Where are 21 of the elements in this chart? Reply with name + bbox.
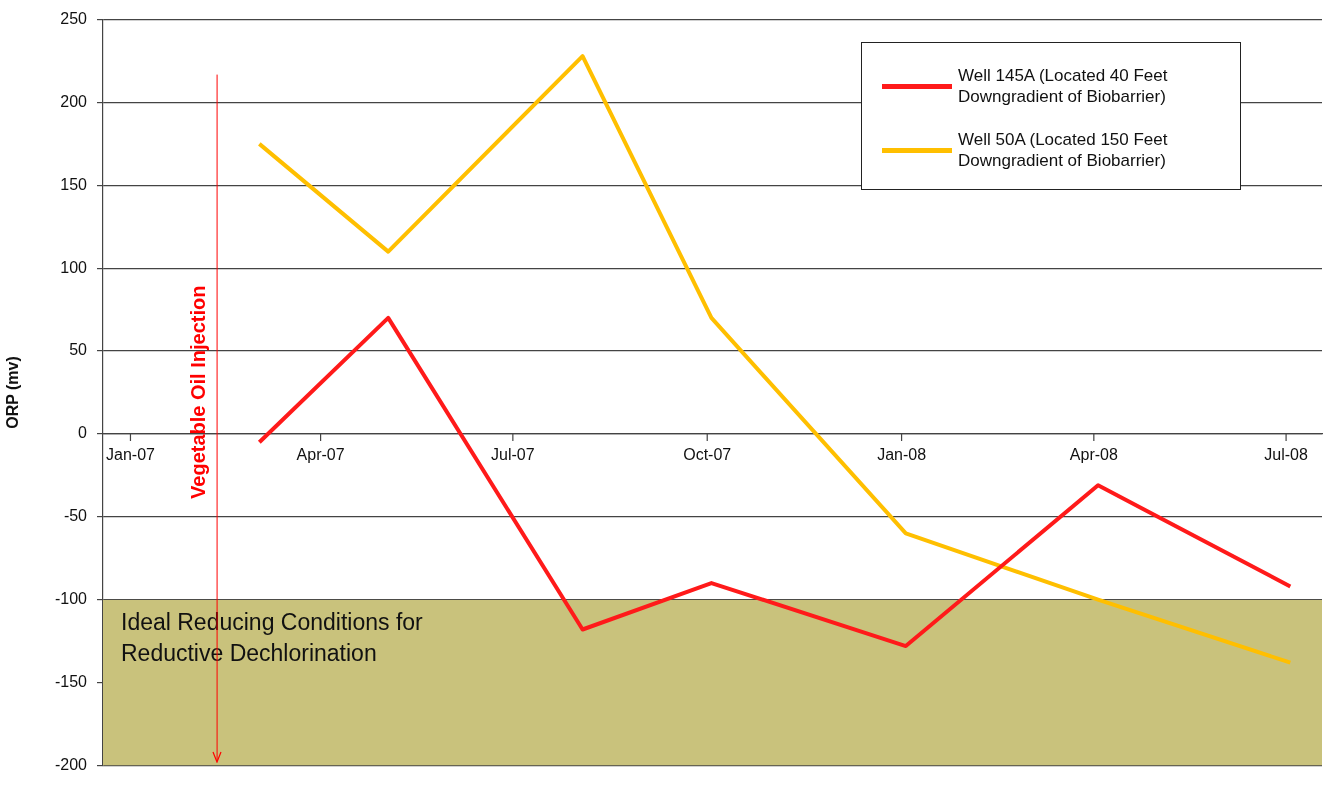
legend-label: Well 145A (Located 40 Feet Downgradient of Biobarrier): [958, 65, 1169, 107]
y-tick-label: 150: [60, 175, 88, 193]
x-tick-label: Apr-07: [296, 445, 345, 463]
legend-label: Well 50A (Located 150 Feet Downgradient of Biobarrier): [958, 129, 1169, 171]
y-tick-label: -100: [54, 590, 88, 608]
ref-line-label: Vegetable Oil Injection: [186, 285, 209, 499]
x-tick-label: Oct-07: [683, 445, 732, 463]
x-tick-label: Jul-07: [491, 445, 535, 463]
x-tick-label: Jan-08: [877, 445, 927, 463]
y-tick-label: 250: [60, 10, 88, 28]
x-tick-label: Jul-08: [1264, 445, 1308, 463]
x-tick-label: Apr-08: [1069, 445, 1118, 463]
y-axis-title: ORP (mv): [4, 356, 22, 429]
y-tick-label: 200: [60, 92, 88, 110]
x-tick-label: Jan-07: [106, 445, 156, 463]
y-tick-label: 50: [69, 341, 88, 359]
y-tick-label: 0: [78, 424, 88, 442]
y-tick-label: -150: [54, 672, 88, 690]
y-tick-label: 100: [60, 258, 88, 276]
y-tick-label: -200: [54, 755, 88, 773]
y-tick-label: -50: [63, 507, 88, 525]
